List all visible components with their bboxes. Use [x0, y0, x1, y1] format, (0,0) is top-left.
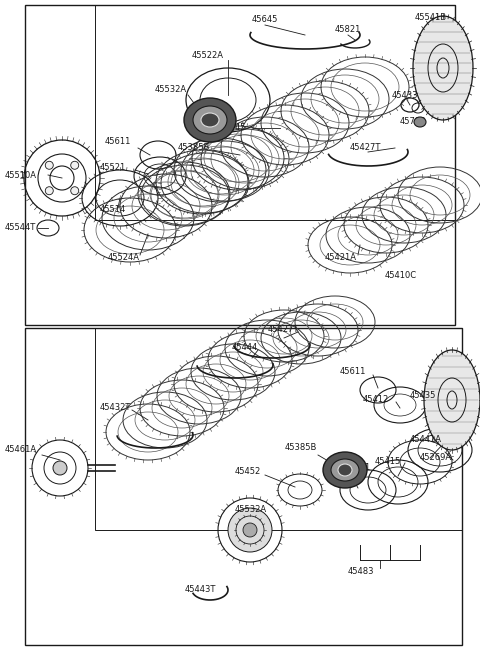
Ellipse shape — [45, 187, 53, 195]
Text: 45524A: 45524A — [108, 253, 140, 263]
Bar — [25, 328, 462, 645]
Text: 45611: 45611 — [105, 138, 132, 147]
Text: 45821: 45821 — [335, 26, 361, 35]
Ellipse shape — [53, 461, 67, 475]
Ellipse shape — [45, 161, 53, 169]
Text: 45421A: 45421A — [325, 253, 357, 263]
Text: 45510A: 45510A — [5, 170, 37, 179]
Bar — [95, 328, 462, 530]
Text: 45461A: 45461A — [5, 445, 37, 455]
Text: 45522A: 45522A — [192, 50, 224, 60]
Text: 45269A: 45269A — [420, 453, 452, 462]
Bar — [25, 5, 455, 325]
Ellipse shape — [71, 161, 79, 169]
Text: 45444: 45444 — [232, 343, 258, 352]
Text: 45433: 45433 — [392, 90, 419, 100]
Ellipse shape — [414, 117, 426, 127]
Ellipse shape — [323, 452, 367, 488]
Text: 45514: 45514 — [100, 206, 126, 214]
Text: 45451: 45451 — [345, 464, 371, 472]
Bar — [95, 5, 455, 220]
Text: 45443T: 45443T — [185, 586, 216, 595]
Text: 45441A: 45441A — [410, 436, 442, 445]
Ellipse shape — [424, 350, 480, 450]
Text: 45483: 45483 — [348, 567, 374, 576]
Text: 45415: 45415 — [375, 457, 401, 466]
Ellipse shape — [331, 459, 359, 481]
Text: 45385B: 45385B — [285, 443, 317, 453]
Text: 45541B: 45541B — [415, 14, 447, 22]
Text: 45385B: 45385B — [178, 143, 210, 153]
Text: 45432T: 45432T — [100, 403, 132, 413]
Text: 45410C: 45410C — [385, 271, 417, 280]
Ellipse shape — [413, 16, 473, 120]
Ellipse shape — [228, 508, 272, 552]
Text: 45521: 45521 — [100, 164, 126, 172]
Ellipse shape — [193, 106, 227, 134]
Text: 45435: 45435 — [410, 390, 436, 400]
Text: 45427T: 45427T — [350, 143, 382, 153]
Text: 45412: 45412 — [363, 396, 389, 405]
Text: 45427T: 45427T — [268, 326, 300, 335]
Text: 45544T: 45544T — [5, 223, 36, 233]
Ellipse shape — [243, 523, 257, 537]
Ellipse shape — [338, 464, 352, 476]
Text: 45645: 45645 — [220, 122, 246, 132]
Ellipse shape — [71, 187, 79, 195]
Text: 45798: 45798 — [400, 117, 427, 126]
Ellipse shape — [184, 98, 236, 142]
Text: 45611: 45611 — [340, 367, 366, 377]
Ellipse shape — [201, 113, 219, 127]
Text: 45532A: 45532A — [155, 86, 187, 94]
Text: 45532A: 45532A — [235, 506, 267, 514]
Text: 45452: 45452 — [235, 468, 261, 476]
Text: 45645: 45645 — [252, 16, 278, 24]
